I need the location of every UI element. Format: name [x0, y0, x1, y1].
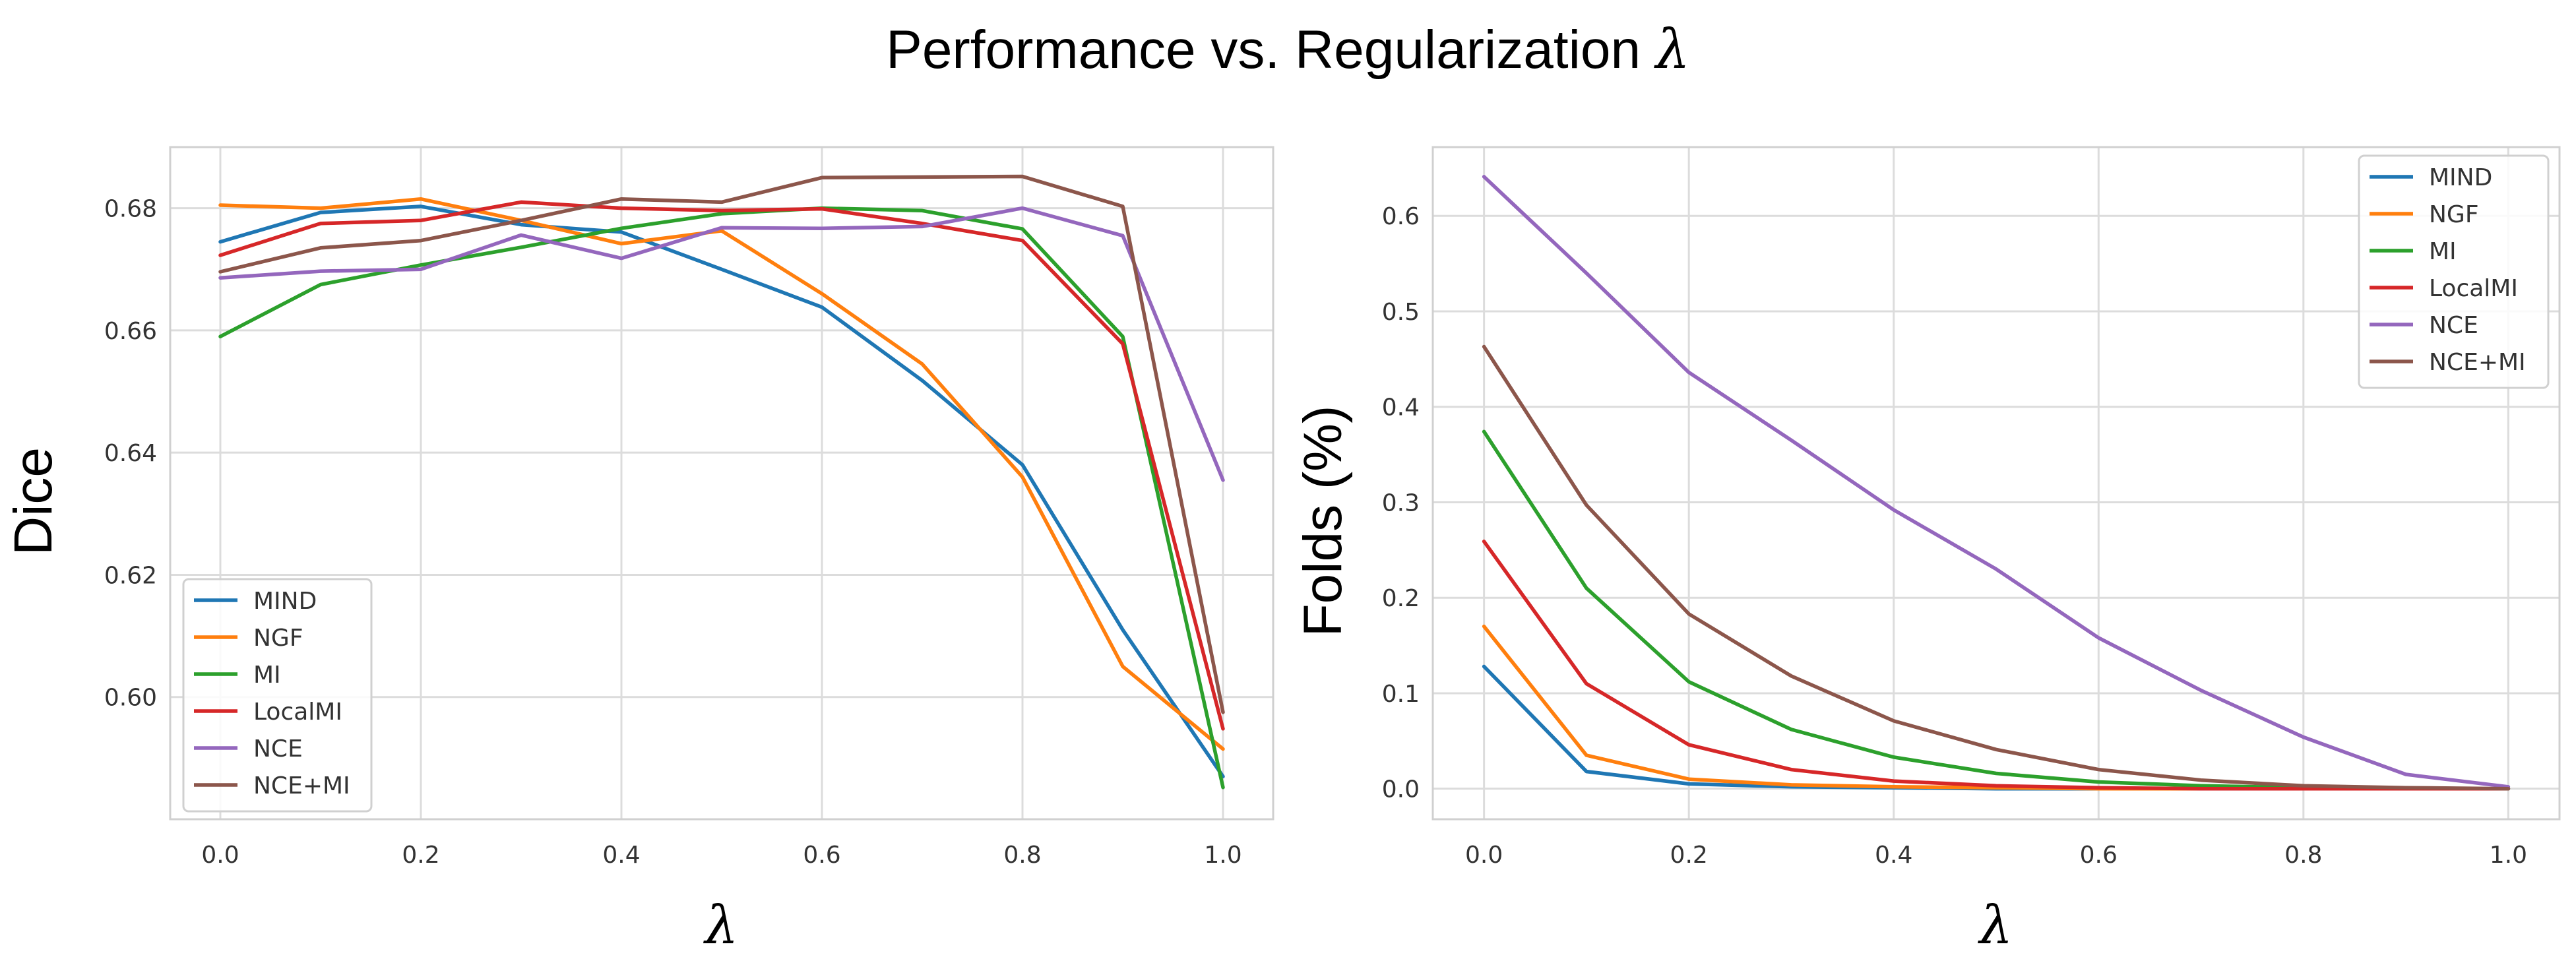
legend: MIND NGF MI LocalMI NCE NCE+MI — [182, 578, 373, 813]
x-tick-label: 0.2 — [1670, 842, 1708, 869]
series-line-localmi — [218, 200, 1225, 731]
legend-label: NGF — [2429, 201, 2479, 228]
legend-label: MI — [2429, 238, 2457, 265]
series-line-ngf — [218, 197, 1225, 751]
x-tick-label: 0.0 — [1465, 842, 1503, 869]
figure-title-text: Performance vs. Regularization — [886, 20, 1641, 80]
y-tick-label: 0.0 — [1382, 776, 1420, 803]
y-tick-label: 0.1 — [1382, 681, 1420, 708]
x-tick-label: 0.4 — [602, 842, 640, 869]
y-tick-label: 0.5 — [1382, 299, 1420, 326]
series-line-mind — [218, 204, 1225, 778]
y-tick-label: 0.62 — [104, 562, 157, 589]
y-tick-label: 0.64 — [104, 440, 157, 467]
x-axis-label: λ — [1978, 894, 2013, 956]
figure-title-symbol: λ — [1655, 18, 1690, 81]
legend-label: NCE+MI — [253, 772, 350, 799]
legend-label: NGF — [253, 625, 303, 652]
legend-label: MI — [253, 662, 281, 689]
x-tick-label: 0.6 — [803, 842, 840, 869]
dice-chart: 0.0 0.2 0.4 0.6 0.8 1.0 0.60 0.62 0.64 0.66 0.68 λ D… — [3, 146, 1274, 956]
y-tick-label: 0.2 — [1382, 585, 1420, 612]
y-tick-label: 0.60 — [104, 685, 157, 712]
legend-label: LocalMI — [2429, 275, 2518, 302]
y-tick-label: 0.6 — [1382, 203, 1420, 230]
legend: MIND NGF MI LocalMI NCE NCE+MI — [2358, 154, 2550, 389]
x-tick-label: 0.6 — [2080, 842, 2118, 869]
x-axis-label: λ — [703, 894, 739, 956]
x-tick-label: 0.0 — [201, 842, 239, 869]
series-line-localmi — [1482, 540, 2511, 791]
y-tick-label: 0.4 — [1382, 394, 1420, 421]
y-axis-label: Folds (%) — [1293, 406, 1353, 637]
plot-frame — [169, 146, 1274, 821]
folds-chart: 0.0 0.2 0.4 0.6 0.8 1.0 0.0 0.1 0.2 0.3 0.4 0.5 0.6 λ… — [1293, 146, 2561, 956]
x-tick-label: 0.4 — [1875, 842, 1912, 869]
legend-label: LocalMI — [253, 699, 342, 726]
y-tick-label: 0.66 — [104, 318, 157, 345]
legend-label: MIND — [2429, 164, 2492, 191]
y-axis-label: Dice — [3, 447, 63, 555]
figure-title: Performance vs. Regularization λ — [0, 18, 2576, 81]
series-line-nce-mi — [1482, 344, 2511, 791]
legend-label: NCE+MI — [2429, 349, 2526, 376]
y-tick-label: 0.3 — [1382, 489, 1420, 516]
legend-label: MIND — [253, 588, 317, 615]
x-tick-label: 0.8 — [2284, 842, 2322, 869]
y-tick-label: 0.68 — [104, 196, 157, 223]
series-line-nce-mi — [218, 174, 1225, 714]
x-tick-label: 0.2 — [402, 842, 439, 869]
x-tick-label: 1.0 — [2490, 842, 2527, 869]
series-line-nce — [218, 206, 1225, 482]
series-line-nce — [1482, 175, 2511, 789]
legend-label: NCE — [253, 735, 303, 763]
plot-frame — [1431, 146, 2561, 821]
legend-label: NCE — [2429, 312, 2478, 339]
x-tick-label: 1.0 — [1204, 842, 1241, 869]
x-tick-label: 0.8 — [1003, 842, 1041, 869]
